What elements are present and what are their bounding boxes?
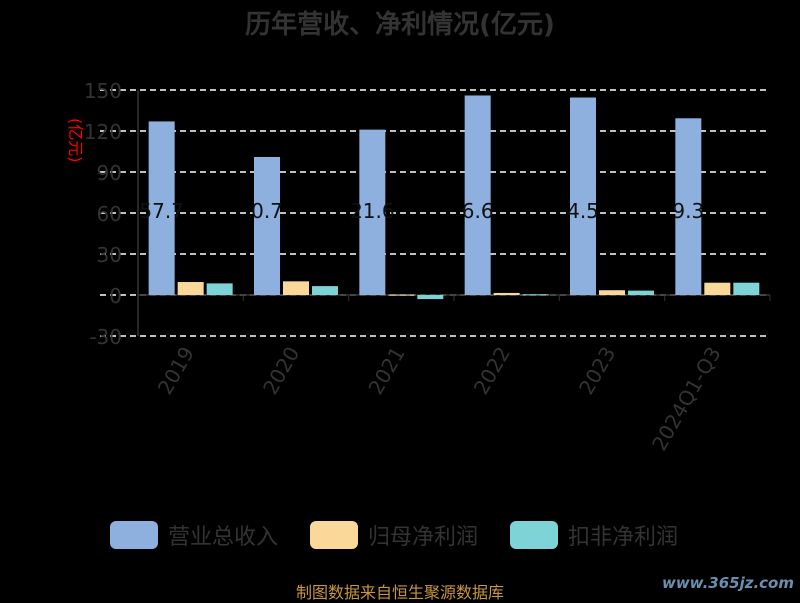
- bar-2: [283, 281, 309, 295]
- y-tick-label: 0: [109, 284, 122, 308]
- legend-swatch-deducted-profit: [510, 521, 558, 549]
- data-label: 9.3: [672, 199, 704, 223]
- bar-2: [493, 292, 520, 295]
- footer-source: 制图数据来自恒生聚源数据库: [295, 583, 504, 602]
- y-axis-label: (亿元): [66, 118, 85, 163]
- bar-3: [733, 282, 760, 295]
- legend-label-revenue: 营业总收入: [168, 525, 279, 550]
- y-tick-label: 60: [97, 202, 122, 226]
- data-label: 4.5: [567, 199, 599, 223]
- bar-1: [254, 156, 280, 295]
- y-tick-label: 90: [97, 161, 122, 185]
- y-tick-label: 150: [84, 79, 122, 103]
- bar-2: [704, 282, 731, 295]
- bar-2: [388, 294, 415, 296]
- legend-item-net-profit[interactable]: 归母净利润: [310, 520, 478, 550]
- x-tick-label: 2021: [363, 343, 409, 399]
- y-tick-label: -30: [89, 325, 122, 349]
- legend-item-deducted-profit[interactable]: 扣非净利润: [510, 520, 678, 550]
- bar-2: [599, 290, 625, 295]
- legend-item-revenue[interactable]: 营业总收入: [110, 520, 278, 550]
- legend-label-net-profit: 归母净利润: [368, 525, 479, 550]
- bar-3: [312, 286, 338, 295]
- bar-2: [177, 282, 204, 295]
- x-tick-label: 2023: [574, 343, 620, 399]
- y-tick-label: 30: [97, 243, 122, 267]
- bar-3: [522, 294, 549, 296]
- chart-title: 历年营收、净利情况(亿元): [245, 10, 555, 40]
- legend-swatch-net-profit: [310, 521, 358, 549]
- bar-1: [675, 118, 702, 295]
- x-tick-label: 2019: [153, 343, 199, 399]
- bar-3: [628, 290, 654, 295]
- watermark: www.365jz.com: [661, 574, 794, 592]
- data-label: 0.7: [251, 199, 283, 223]
- y-tick-label: 120: [84, 120, 122, 144]
- data-label: 6.6: [462, 199, 494, 223]
- bar-3: [206, 283, 233, 295]
- legend-swatch-revenue: [110, 521, 158, 549]
- bar-3: [417, 295, 444, 300]
- bar-1: [464, 95, 491, 295]
- data-label: 57.7: [139, 199, 184, 223]
- x-tick-label: 2020: [258, 343, 304, 399]
- legend-label-deducted-profit: 扣非净利润: [568, 525, 679, 550]
- bar-1: [570, 97, 596, 296]
- x-tick-label: 2024Q1-Q3: [647, 343, 726, 455]
- data-label: 21.6: [350, 199, 395, 223]
- bar-1: [148, 121, 175, 295]
- bar-1: [359, 129, 386, 295]
- x-tick-label: 2022: [469, 342, 515, 398]
